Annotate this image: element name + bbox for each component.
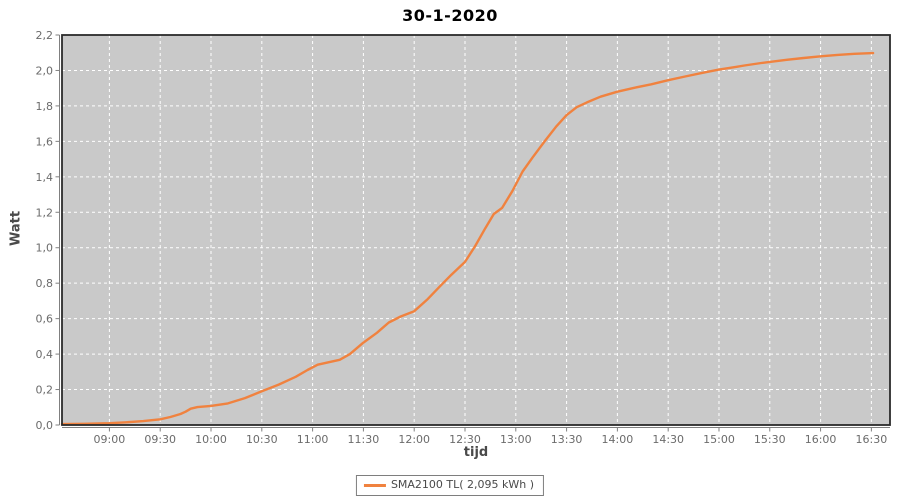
plot-border	[61, 34, 891, 426]
y-tick-label: 1,4	[36, 171, 54, 184]
legend-line-swatch	[363, 483, 386, 487]
x-tick-label: 11:00	[297, 433, 329, 446]
x-tick-label: 15:30	[754, 433, 786, 446]
x-tick-label: 13:00	[500, 433, 532, 446]
x-tick-label: 11:30	[348, 433, 380, 446]
x-tick-label: 10:00	[195, 433, 227, 446]
x-tick-label: 09:30	[144, 433, 176, 446]
x-tick-label: 16:00	[805, 433, 837, 446]
y-tick-label: 2,2	[36, 29, 54, 42]
y-tick-label: 0,8	[36, 277, 54, 290]
y-tick-label: 1,0	[36, 242, 54, 255]
x-tick-label: 12:30	[449, 433, 481, 446]
y-tick-label: 0,6	[36, 313, 54, 326]
x-axis-label: tijd	[463, 445, 489, 460]
x-tick-label: 13:30	[551, 433, 583, 446]
x-tick-label: 16:30	[856, 433, 888, 446]
y-tick-label: 2,0	[36, 64, 54, 77]
y-tick-label: 1,2	[36, 206, 54, 219]
legend: SMA2100 TL( 2,095 kWh )	[355, 475, 545, 496]
plot-background	[62, 35, 890, 425]
x-tick-label: 14:30	[652, 433, 684, 446]
x-tick-label: 15:00	[703, 433, 735, 446]
y-tick-label: 0,0	[36, 419, 54, 432]
y-tick-label: 1,6	[36, 135, 54, 148]
legend-series-label: SMA2100 TL( 2,095 kWh )	[390, 478, 535, 491]
chart-title: 30-1-2020	[402, 6, 498, 25]
x-tick-label: 09:00	[94, 433, 126, 446]
x-tick-label: 12:00	[398, 433, 430, 446]
y-tick-label: 0,2	[36, 384, 54, 397]
y-tick-label: 1,8	[36, 100, 54, 113]
y-axis-label: Watt	[8, 210, 24, 247]
x-tick-label: 10:30	[246, 433, 278, 446]
y-tick-label: 0,4	[36, 348, 54, 361]
x-tick-label: 14:00	[602, 433, 634, 446]
series-line	[60, 51, 875, 426]
